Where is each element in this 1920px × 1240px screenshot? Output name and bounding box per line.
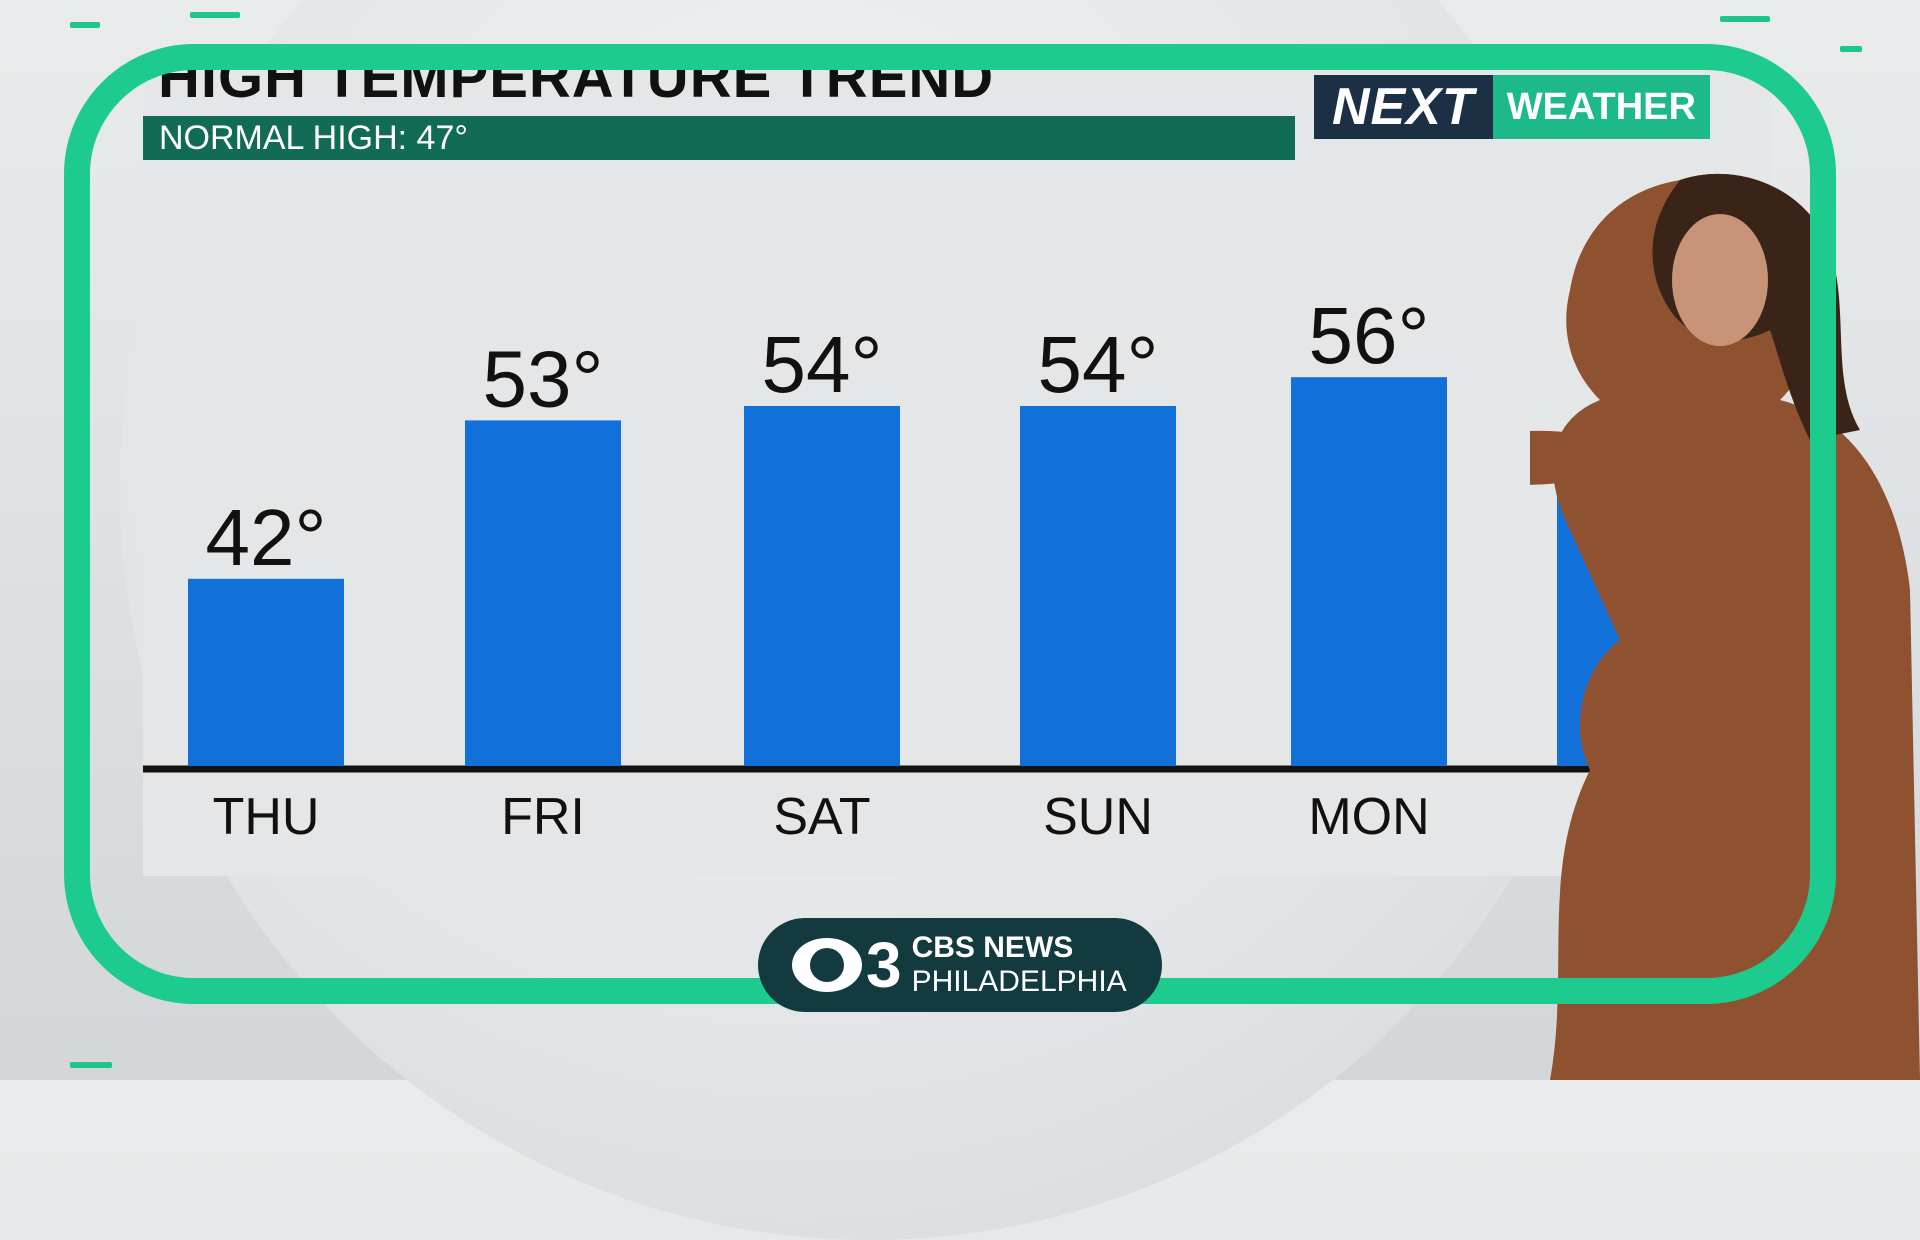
bar-value-label: 56° [1309, 291, 1430, 380]
bar-sat [744, 406, 900, 766]
decor-dash [190, 12, 240, 18]
normal-high-text: NORMAL HIGH: 47° [159, 119, 468, 157]
category-label: SUN [1043, 788, 1153, 846]
bar-mon [1291, 377, 1447, 766]
station-line2: PHILADELPHIA [911, 965, 1127, 998]
bar-value-label: 42° [206, 493, 327, 582]
chart-panel [143, 58, 1771, 876]
decor-dash [70, 22, 100, 28]
logo-next-text: NEXT [1314, 75, 1493, 139]
category-label: THU [213, 788, 320, 846]
category-label: MON [1308, 788, 1429, 846]
bar-value-label: 54° [762, 320, 883, 409]
station-number: 3 [866, 929, 902, 1001]
normal-high-band: NORMAL HIGH: 47° [143, 116, 1295, 160]
category-label: FRI [501, 788, 585, 846]
bar-value-label: 54° [1038, 320, 1159, 409]
station-name: CBS NEWS PHILADELPHIA [912, 931, 1127, 999]
station-badge: 3 CBS NEWS PHILADELPHIA [758, 918, 1162, 1012]
bar-value-label: 53° [483, 334, 604, 423]
logo-weather-text: WEATHER [1492, 75, 1710, 139]
decor-dash [1840, 46, 1862, 52]
decor-dash [1720, 16, 1770, 22]
cbs-eye-icon [792, 938, 862, 992]
station-line1: CBS NEWS [911, 931, 1074, 964]
bar-fri [465, 420, 621, 766]
bar-sun [1020, 406, 1176, 766]
accent-frame [64, 44, 1836, 1004]
next-weather-logo: NEXT WEATHER [1314, 75, 1710, 139]
decor-dash [70, 1062, 112, 1068]
bar-thu [188, 578, 344, 766]
category-label: SAT [773, 788, 870, 846]
